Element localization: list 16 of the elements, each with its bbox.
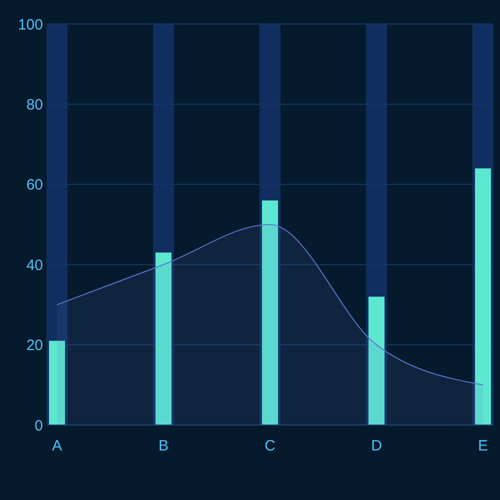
- x-tick-label: E: [478, 437, 488, 454]
- y-tick-label: 100: [18, 16, 43, 34]
- bar: [475, 168, 491, 425]
- y-tick-label: 60: [26, 176, 43, 194]
- y-tick-label: 0: [34, 417, 43, 434]
- bar: [262, 200, 278, 425]
- x-tick-label: A: [52, 437, 62, 454]
- bar: [49, 340, 65, 425]
- x-tick-label: D: [371, 437, 382, 454]
- bar: [368, 296, 384, 425]
- x-tick-label: B: [158, 437, 169, 454]
- y-tick-label: 80: [26, 96, 43, 114]
- x-tick-label: C: [264, 437, 276, 454]
- y-tick-label: 40: [26, 256, 43, 274]
- bar: [156, 252, 172, 425]
- y-tick-label: 20: [26, 337, 43, 354]
